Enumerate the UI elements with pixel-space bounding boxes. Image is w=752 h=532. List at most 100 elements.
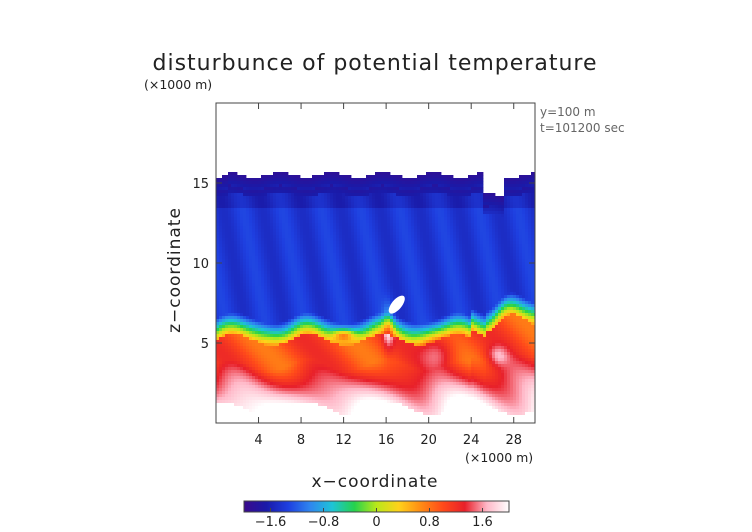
heatmap-cell	[318, 220, 322, 224]
heatmap-cell	[267, 220, 271, 224]
heatmap-cell	[282, 298, 286, 302]
heatmap-cell	[459, 241, 463, 245]
heatmap-cell	[327, 211, 331, 215]
heatmap-cell	[306, 238, 310, 242]
heatmap-cell	[408, 220, 412, 224]
heatmap-cell	[333, 193, 337, 197]
heatmap-cell	[510, 283, 514, 287]
heatmap-cell	[459, 235, 463, 239]
heatmap-cell	[405, 190, 409, 194]
heatmap-cell	[225, 280, 229, 284]
heatmap-cell	[318, 301, 322, 305]
heatmap-cell	[276, 262, 280, 266]
heatmap-cell	[327, 253, 331, 257]
heatmap-cell	[453, 184, 457, 188]
heatmap-cell	[474, 223, 478, 227]
heatmap-cell	[252, 313, 256, 317]
heatmap-cell	[516, 259, 520, 263]
heatmap-cell	[402, 196, 406, 200]
heatmap-cell	[291, 235, 295, 239]
heatmap-cell	[252, 205, 256, 209]
heatmap-cell	[252, 280, 256, 284]
heatmap-cell	[225, 289, 229, 293]
heatmap-cell	[345, 238, 349, 242]
heatmap-cell	[447, 187, 451, 191]
heatmap-cell	[372, 274, 376, 278]
heatmap-cell	[459, 217, 463, 221]
heatmap-cell	[486, 232, 490, 236]
heatmap-cell	[450, 253, 454, 257]
heatmap-cell	[261, 292, 265, 296]
heatmap-cell	[387, 241, 391, 245]
heatmap-cell	[249, 202, 253, 206]
heatmap-cell	[501, 217, 505, 221]
heatmap-cell	[456, 271, 460, 275]
heatmap-cell	[294, 250, 298, 254]
heatmap-cell	[480, 310, 484, 314]
heatmap-cell	[312, 235, 316, 239]
heatmap-cell	[507, 295, 511, 299]
heatmap-cell	[282, 223, 286, 227]
heatmap-cell	[390, 313, 394, 317]
heatmap-cell	[510, 271, 514, 275]
heatmap-cell	[405, 214, 409, 218]
heatmap-cell	[306, 277, 310, 281]
heatmap-cell	[315, 205, 319, 209]
heatmap-cell	[405, 268, 409, 272]
heatmap-cell	[528, 292, 532, 296]
heatmap-cell	[270, 229, 274, 233]
heatmap-cell	[510, 208, 514, 212]
heatmap-cell	[516, 244, 520, 248]
heatmap-cell	[216, 307, 220, 311]
heatmap-cell	[363, 295, 367, 299]
heatmap-cell	[444, 187, 448, 191]
heatmap-cell	[366, 217, 370, 221]
heatmap-cell	[312, 175, 316, 179]
heatmap-cell	[309, 286, 313, 290]
heatmap-cell	[291, 271, 295, 275]
heatmap-cell	[255, 199, 259, 203]
heatmap-cell	[510, 280, 514, 284]
heatmap-cell	[441, 232, 445, 236]
heatmap-cell	[447, 205, 451, 209]
heatmap-cell	[357, 292, 361, 296]
heatmap-cell	[369, 301, 373, 305]
heatmap-cell	[261, 277, 265, 281]
heatmap-cell	[489, 220, 493, 224]
heatmap-cell	[387, 226, 391, 230]
heatmap-cell	[498, 220, 502, 224]
heatmap-cell	[432, 238, 436, 242]
heatmap-cell	[492, 292, 496, 296]
heatmap-cell	[303, 238, 307, 242]
heatmap-cell	[345, 265, 349, 269]
heatmap-cell	[249, 235, 253, 239]
heatmap-cell	[477, 220, 481, 224]
heatmap-cell	[363, 199, 367, 203]
heatmap-cell	[279, 220, 283, 224]
heatmap-cell	[291, 298, 295, 302]
heatmap-cell	[423, 265, 427, 269]
heatmap-cell	[387, 190, 391, 194]
heatmap-cell	[381, 256, 385, 260]
heatmap-cell	[444, 286, 448, 290]
heatmap-cell	[228, 262, 232, 266]
heatmap-cell	[384, 190, 388, 194]
heatmap-cell	[420, 211, 424, 215]
heatmap-cell	[498, 238, 502, 242]
heatmap-cell	[294, 277, 298, 281]
heatmap-cell	[426, 196, 430, 200]
heatmap-cell	[234, 292, 238, 296]
heatmap-cell	[351, 199, 355, 203]
heatmap-cell	[291, 268, 295, 272]
heatmap-cell	[438, 247, 442, 251]
heatmap-cell	[225, 223, 229, 227]
heatmap-cell	[525, 262, 529, 266]
heatmap-cell	[225, 253, 229, 257]
heatmap-cell	[435, 298, 439, 302]
heatmap-cell	[366, 283, 370, 287]
heatmap-cell	[321, 208, 325, 212]
heatmap-cell	[531, 205, 535, 209]
heatmap-cell	[342, 178, 346, 182]
heatmap-cell	[462, 280, 466, 284]
heatmap-cell	[303, 196, 307, 200]
